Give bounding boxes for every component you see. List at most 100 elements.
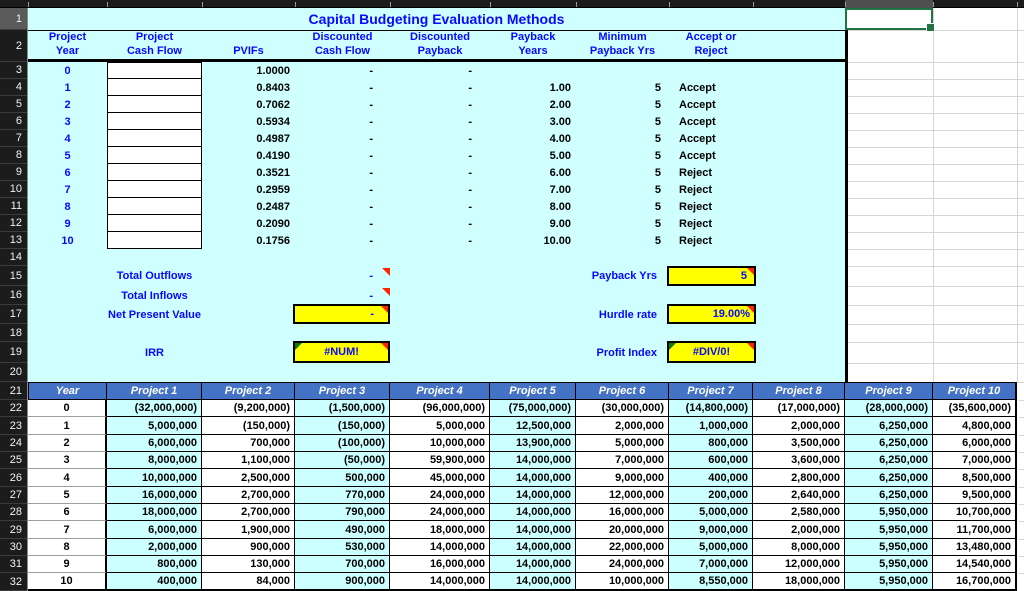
project-value-cell[interactable]: 6,250,000 (845, 469, 933, 487)
project-header-cell[interactable]: Project 9 (845, 382, 933, 400)
project-value-cell[interactable]: 600,000 (669, 452, 753, 469)
project-value-cell[interactable]: 5,000,000 (390, 417, 490, 435)
project-value-cell[interactable]: 14,000,000 (390, 539, 490, 556)
payback-years-cell[interactable]: 2.00 (549, 98, 571, 111)
row-header-column[interactable]: 1 2 3 4 5 6 7 8 9 10 11 12 13 14 15 16 17 18 19 20 21 22 23 24 2… (0, 8, 28, 591)
project-value-cell[interactable]: 18,000,000 (107, 504, 202, 521)
discounted-cash-flow-cell[interactable]: - (369, 166, 373, 179)
column-header-strip[interactable] (0, 0, 1024, 8)
project-value-cell[interactable]: 84,000 (202, 573, 295, 591)
project-year-cell[interactable]: 9 (64, 217, 71, 230)
profit-index-cell[interactable]: #DIV/0! (667, 341, 756, 363)
project-value-cell[interactable]: 24,000,000 (390, 487, 490, 504)
discounted-cash-flow-cell[interactable]: - (369, 183, 373, 196)
project-value-cell[interactable]: 9,000,000 (669, 521, 753, 539)
row-header-10[interactable]: 10 (0, 181, 27, 198)
discounted-payback-cell[interactable]: - (468, 115, 472, 128)
project-value-cell[interactable]: 130,000 (202, 556, 295, 573)
row-header-21[interactable]: 21 (0, 382, 27, 400)
top-header-col-8[interactable]: Accept or Reject (685, 31, 737, 57)
row-header-5[interactable]: 5 (0, 96, 27, 113)
project-value-cell[interactable]: 8,000,000 (753, 539, 845, 556)
project-value-cell[interactable]: 2,000,000 (107, 539, 202, 556)
project-value-cell[interactable]: 530,000 (295, 539, 390, 556)
decision-cell[interactable]: Reject (679, 217, 713, 230)
row-header-2[interactable]: 2 (0, 30, 27, 62)
top-header-col-4[interactable]: Discounted Cash Flow (312, 31, 373, 57)
project-value-cell[interactable]: (32,000,000) (107, 400, 202, 417)
project-value-cell[interactable]: 2,640,000 (753, 487, 845, 504)
payback-years-cell[interactable]: 6.00 (549, 166, 571, 179)
project-value-cell[interactable]: 790,000 (295, 504, 390, 521)
year-cell[interactable]: 7 (28, 521, 107, 539)
project-year-cell[interactable]: 0 (64, 64, 71, 77)
project-header-cell[interactable]: Project 1 (107, 382, 202, 400)
project-value-cell[interactable]: 6,250,000 (845, 435, 933, 452)
discounted-payback-cell[interactable]: - (468, 183, 472, 196)
top-header-col-5[interactable]: Discounted Payback (410, 31, 470, 57)
min-payback-cell[interactable]: 5 (654, 234, 661, 247)
project-year-cell[interactable]: 3 (64, 115, 71, 128)
project-value-cell[interactable]: 8,500,000 (933, 469, 1017, 487)
discounted-payback-cell[interactable]: - (468, 81, 472, 94)
min-payback-cell[interactable]: 5 (654, 132, 661, 145)
project-value-cell[interactable]: 2,580,000 (753, 504, 845, 521)
row-header-13[interactable]: 13 (0, 232, 27, 249)
cash-flow-input-cell[interactable] (107, 96, 202, 113)
project-year-cell[interactable]: 1 (64, 81, 71, 94)
project-value-cell[interactable]: 5,000,000 (669, 539, 753, 556)
project-value-cell[interactable]: 13,900,000 (490, 435, 576, 452)
cash-flow-input-cell[interactable] (107, 130, 202, 147)
min-payback-cell[interactable]: 5 (654, 81, 661, 94)
discounted-cash-flow-cell[interactable]: - (369, 234, 373, 247)
project-header-cell[interactable]: Project 6 (576, 382, 669, 400)
pvif-cell[interactable]: 0.3521 (256, 166, 290, 179)
project-header-cell[interactable]: Project 2 (202, 382, 295, 400)
project-value-cell[interactable]: 5,950,000 (845, 521, 933, 539)
min-payback-cell[interactable]: 5 (654, 166, 661, 179)
year-cell[interactable]: 8 (28, 539, 107, 556)
decision-cell[interactable]: Accept (679, 81, 716, 94)
project-value-cell[interactable]: 14,000,000 (490, 521, 576, 539)
project-value-cell[interactable]: 5,950,000 (845, 539, 933, 556)
decision-cell[interactable]: Accept (679, 149, 716, 162)
cash-flow-input-cell[interactable] (107, 113, 202, 130)
project-value-cell[interactable]: 2,500,000 (202, 469, 295, 487)
row-header-32[interactable]: 32 (0, 573, 27, 591)
payback-years-cell[interactable]: 7.00 (549, 183, 571, 196)
project-value-cell[interactable]: 14,000,000 (490, 539, 576, 556)
row-header-29[interactable]: 29 (0, 521, 27, 539)
row-header-19[interactable]: 19 (0, 342, 27, 363)
min-payback-cell[interactable]: 5 (654, 115, 661, 128)
cash-flow-input-cell[interactable] (107, 62, 202, 79)
pvif-cell[interactable]: 0.2487 (256, 200, 290, 213)
project-value-cell[interactable]: 12,000,000 (576, 487, 669, 504)
min-payback-cell[interactable]: 5 (654, 98, 661, 111)
project-header-cell[interactable]: Project 8 (753, 382, 845, 400)
project-value-cell[interactable]: (30,000,000) (576, 400, 669, 417)
total-inflows-value[interactable]: - (369, 289, 373, 302)
discounted-cash-flow-cell[interactable]: - (369, 217, 373, 230)
discounted-payback-cell[interactable]: - (468, 166, 472, 179)
project-value-cell[interactable]: (17,000,000) (753, 400, 845, 417)
project-value-cell[interactable]: 16,700,000 (933, 573, 1017, 591)
project-value-cell[interactable]: 2,000,000 (753, 521, 845, 539)
year-cell[interactable]: 6 (28, 504, 107, 521)
project-value-cell[interactable]: 3,500,000 (753, 435, 845, 452)
decision-cell[interactable]: Accept (679, 98, 716, 111)
year-cell[interactable]: 9 (28, 556, 107, 573)
year-cell[interactable]: 3 (28, 452, 107, 469)
cash-flow-input-cell[interactable] (107, 164, 202, 181)
pvif-cell[interactable]: 0.2959 (256, 183, 290, 196)
row-header-22[interactable]: 22 (0, 400, 27, 417)
project-header-cell[interactable]: Project 5 (490, 382, 576, 400)
payback-years-cell[interactable]: 3.00 (549, 115, 571, 128)
cash-flow-input-cell[interactable] (107, 79, 202, 96)
project-value-cell[interactable]: 5,000,000 (669, 504, 753, 521)
discounted-payback-cell[interactable]: - (468, 98, 472, 111)
project-value-cell[interactable]: (96,000,000) (390, 400, 490, 417)
row-header-30[interactable]: 30 (0, 539, 27, 556)
row-header-27[interactable]: 27 (0, 487, 27, 504)
project-value-cell[interactable]: 2,000,000 (576, 417, 669, 435)
min-payback-cell[interactable]: 5 (654, 183, 661, 196)
